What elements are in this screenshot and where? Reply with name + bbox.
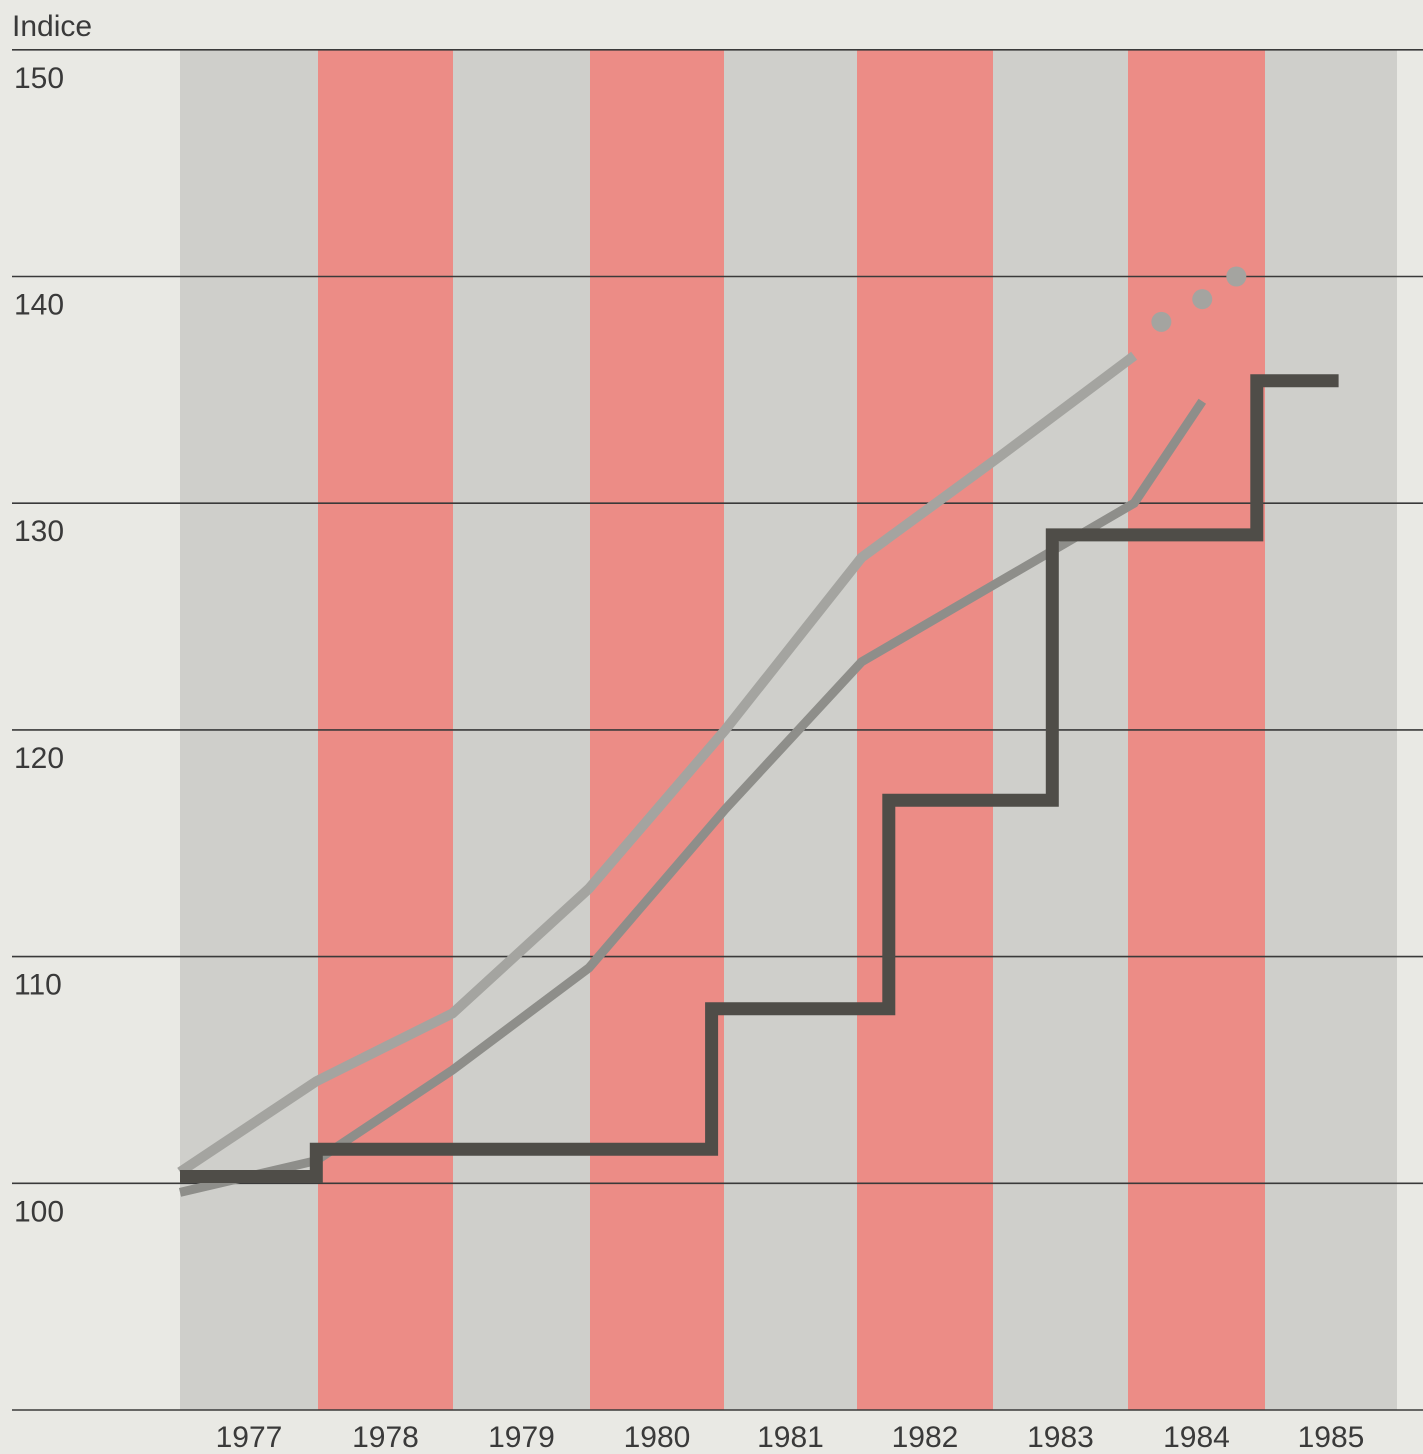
x-tick-label-1982: 1982 [892, 1421, 959, 1454]
y-axis-ticks: 100 110 120 130 140 150 [14, 62, 64, 1229]
horizontal-grid [12, 48, 1423, 1411]
y-tick-label-110: 110 [14, 969, 62, 1002]
series-1-dot-3 [1226, 266, 1247, 287]
x-tick-label-1981: 1981 [757, 1421, 824, 1454]
x-tick-label-1979: 1979 [488, 1421, 555, 1454]
series-1-dot-1 [1151, 311, 1172, 332]
series-line-1 [177, 351, 1138, 1177]
y-axis-title: Indice [12, 10, 92, 43]
y-tick-label-140: 140 [14, 289, 64, 322]
series-line-3 [180, 374, 1339, 1183]
series-1-dot-2 [1192, 289, 1213, 310]
x-axis-ticks: 1977 1978 1979 1980 1981 1982 1983 1984 1985 [216, 1421, 1365, 1454]
series-layer [177, 266, 1339, 1197]
x-tick-label-1983: 1983 [1027, 1421, 1094, 1454]
x-tick-label-1980: 1980 [624, 1421, 691, 1454]
x-tick-label-1977: 1977 [216, 1421, 283, 1454]
x-tick-label-1985: 1985 [1298, 1421, 1365, 1454]
y-tick-label-150: 150 [14, 62, 64, 95]
x-tick-label-1984: 1984 [1163, 1421, 1230, 1454]
y-tick-label-120: 120 [14, 742, 64, 775]
y-tick-label-100: 100 [14, 1195, 64, 1228]
y-tick-label-130: 130 [14, 515, 64, 548]
x-tick-label-1978: 1978 [352, 1421, 419, 1454]
